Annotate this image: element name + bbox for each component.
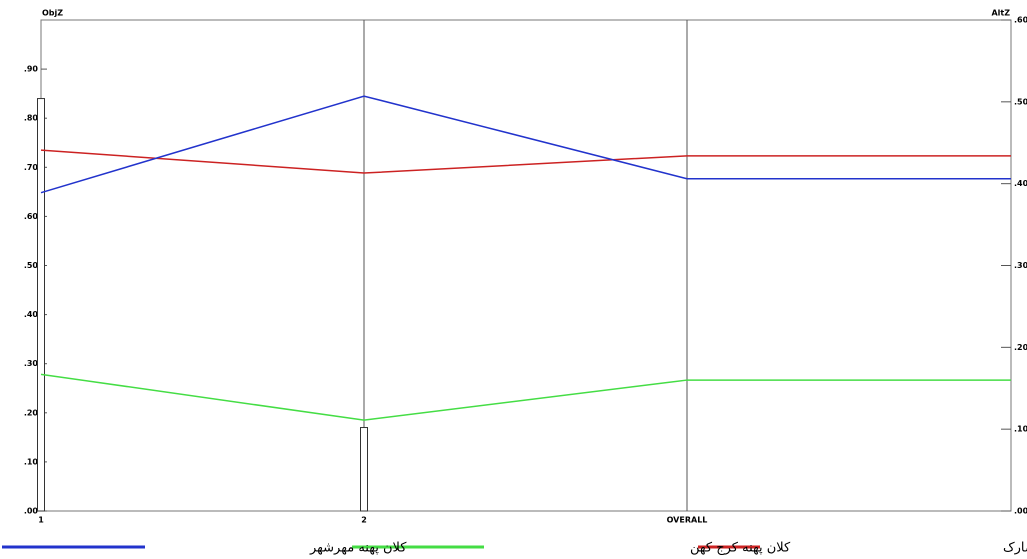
y-tick-label: .70 <box>24 163 39 172</box>
x-tick-label: OVERALL <box>667 516 708 525</box>
y-tick-label: .50 <box>24 261 39 270</box>
y-tick-label: .40 <box>24 310 39 319</box>
legend-label: کلان پهنه حصارک <box>1003 541 1027 556</box>
y-tick-label: .60 <box>24 212 39 221</box>
legend-label: کلان پهنه کرج کهن <box>690 541 791 556</box>
y-tick-label: .80 <box>24 114 39 123</box>
x-tick-label: 2 <box>361 516 367 525</box>
y-axis-label: ObjZ <box>42 9 63 18</box>
y2-tick-label: .40 <box>1014 179 1027 188</box>
x-tick-label: 1 <box>38 516 44 525</box>
y2-tick-label: .20 <box>1014 343 1027 352</box>
y2-axis-label: AltZ <box>991 9 1010 18</box>
y-tick-label: .10 <box>24 457 39 466</box>
y-tick-label: .20 <box>24 408 39 417</box>
objective-bar <box>360 427 368 512</box>
legend-label: کلان پهنه مهرشهر <box>309 541 407 556</box>
y2-tick-label: .60 <box>1014 16 1027 25</box>
plot-area <box>40 19 1012 512</box>
y2-tick-label: .50 <box>1014 97 1027 106</box>
objective-bar <box>37 98 45 512</box>
y2-tick-label: .00 <box>1014 507 1027 516</box>
y2-tick-label: .30 <box>1014 261 1027 270</box>
series-line <box>40 149 688 174</box>
y-tick-label: .30 <box>24 359 39 368</box>
series-line <box>40 373 688 421</box>
series-line <box>40 95 688 194</box>
y-tick-label: .90 <box>24 65 39 74</box>
y2-tick-label: .10 <box>1014 425 1027 434</box>
y-tick-label: .00 <box>24 507 39 516</box>
